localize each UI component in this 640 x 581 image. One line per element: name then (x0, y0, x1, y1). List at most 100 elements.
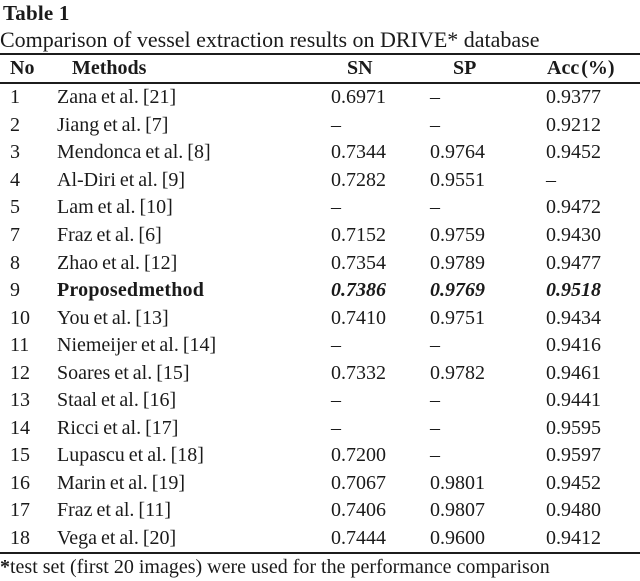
cell-method: Niemeijer et al. [14] (57, 334, 217, 357)
footnote-marker: * (0, 556, 10, 579)
cell-no: 15 (10, 444, 30, 467)
column-header-sp: SP (400, 54, 510, 84)
cell-acc: 0.9416 (546, 334, 601, 357)
cell-acc: 0.9472 (546, 196, 601, 219)
table-header: No Methods SN SP Acc (%) (0, 54, 640, 84)
cell-sp: – (430, 416, 440, 439)
cell-sp: 0.9782 (430, 361, 485, 384)
cell-acc: 0.9480 (546, 499, 601, 522)
cell-sp: – (430, 196, 440, 219)
table-row: 16 Marin et al. [19] 0.7067 0.9801 0.9452 (0, 470, 640, 498)
cell-acc: 0.9461 (546, 361, 601, 384)
cell-no: 17 (10, 499, 30, 522)
cell-no: 8 (10, 251, 20, 274)
column-header-no: No (0, 54, 50, 84)
cell-sp: 0.9769 (430, 279, 485, 302)
cell-method: Staal et al. [16] (57, 389, 177, 412)
footnote: *test set (first 20 images) were used fo… (0, 554, 640, 580)
cell-no: 1 (10, 86, 20, 109)
cell-sn: 0.6971 (331, 86, 386, 109)
cell-acc: 0.9477 (546, 251, 601, 274)
cell-no: 16 (10, 471, 30, 494)
cell-no: 18 (10, 527, 30, 550)
cell-acc: 0.9518 (546, 279, 601, 302)
cell-acc: 0.9377 (546, 86, 601, 109)
cell-method: Mendonca et al. [8] (57, 141, 211, 164)
table-title: Table 1 (3, 1, 70, 25)
cell-method: Ricci et al. [17] (57, 416, 179, 439)
cell-no: 5 (10, 196, 20, 219)
table-row: 11 Niemeijer et al. [14] – – 0.9416 (0, 332, 640, 360)
cell-acc: 0.9434 (546, 306, 601, 329)
cell-sn: 0.7444 (331, 527, 386, 550)
cell-method: Marin et al. [19] (57, 471, 186, 494)
cell-sn: 0.7406 (331, 499, 386, 522)
cell-sn: 0.7332 (331, 361, 386, 384)
table-row: 17 Fraz et al. [11] 0.7406 0.9807 0.9480 (0, 497, 640, 525)
cell-sp: 0.9600 (430, 527, 485, 550)
cell-acc: 0.9412 (546, 527, 601, 550)
table-row: 18 Vega et al. [20] 0.7444 0.9600 0.9412 (0, 525, 640, 554)
cell-sn: 0.7344 (331, 141, 386, 164)
cell-no: 11 (10, 334, 30, 357)
cell-method: Zana et al. [21] (57, 86, 177, 109)
cell-method: Lam et al. [10] (57, 196, 173, 219)
cell-method: Zhao et al. [12] (57, 251, 178, 274)
cell-method: Fraz et al. [11] (57, 499, 171, 522)
cell-sn: – (331, 196, 341, 219)
cell-method: Vega et al. [20] (57, 527, 177, 550)
cell-no: 3 (10, 141, 20, 164)
column-header-sn: SN (325, 54, 400, 84)
results-table: No Methods SN SP Acc (%) 1 Zana et al. [2… (0, 53, 640, 555)
table-row: 1 Zana et al. [21] 0.6971 – 0.9377 (0, 83, 640, 112)
cell-acc: 0.9212 (546, 113, 601, 136)
cell-sn: 0.7354 (331, 251, 386, 274)
table-body: 1 Zana et al. [21] 0.6971 – 0.9377 2 Jiang et … (0, 83, 640, 553)
cell-sn: 0.7282 (331, 168, 386, 191)
cell-sp: 0.9807 (430, 499, 485, 522)
cell-no: 13 (10, 389, 30, 412)
cell-sp: 0.9801 (430, 471, 485, 494)
cell-no: 2 (10, 113, 20, 136)
cell-no: 12 (10, 361, 30, 384)
cell-sp: – (430, 444, 440, 467)
cell-sn: – (331, 334, 341, 357)
cell-method: Soares et al. [15] (57, 361, 190, 384)
cell-no: 14 (10, 416, 30, 439)
cell-sn: 0.7386 (331, 279, 386, 302)
table-row: 7 Fraz et al. [6] 0.7152 0.9759 0.9430 (0, 222, 640, 250)
cell-sp: 0.9751 (430, 306, 485, 329)
cell-method: Al-Diri et al. [9] (57, 168, 186, 191)
cell-sn: 0.7410 (331, 306, 386, 329)
column-header-methods: Methods (50, 54, 325, 84)
table-row: 4 Al-Diri et al. [9] 0.7282 0.9551 – (0, 167, 640, 195)
cell-no: 10 (10, 306, 30, 329)
footnote-text: test set (first 20 images) were used for… (10, 556, 550, 579)
table-row: 12 Soares et al. [15] 0.7332 0.9782 0.9461 (0, 359, 640, 387)
cell-sp: – (430, 113, 440, 136)
cell-sp: 0.9789 (430, 251, 485, 274)
table-row: 5 Lam et al. [10] – – 0.9472 (0, 194, 640, 222)
table-row: 14 Ricci et al. [17] – – 0.9595 (0, 415, 640, 443)
cell-sp: 0.9764 (430, 141, 485, 164)
cell-method: Jiang et al. [7] (57, 113, 169, 136)
table-row: 9 Proposed method 0.7386 0.9769 0.9518 (0, 277, 640, 305)
cell-acc: 0.9452 (546, 141, 601, 164)
table-row: 3 Mendonca et al. [8] 0.7344 0.9764 0.9452 (0, 139, 640, 167)
cell-sn: 0.7067 (331, 471, 386, 494)
cell-acc: 0.9452 (546, 471, 601, 494)
cell-sp: 0.9759 (430, 224, 485, 246)
cell-sn: 0.7200 (331, 444, 386, 467)
cell-method: Lupascu et al. [18] (57, 444, 204, 467)
cell-sn: – (331, 416, 341, 439)
cell-method: Proposed method (57, 279, 205, 302)
cell-sn: – (331, 389, 341, 412)
cell-method: Fraz et al. [6] (57, 224, 162, 246)
cell-sp: – (430, 334, 440, 357)
header-row: No Methods SN SP Acc (%) (0, 54, 640, 84)
cell-acc: – (546, 168, 556, 191)
column-header-acc: Acc (%) (510, 54, 640, 84)
cell-sp: 0.9551 (430, 168, 485, 191)
cell-no: 4 (10, 168, 20, 191)
